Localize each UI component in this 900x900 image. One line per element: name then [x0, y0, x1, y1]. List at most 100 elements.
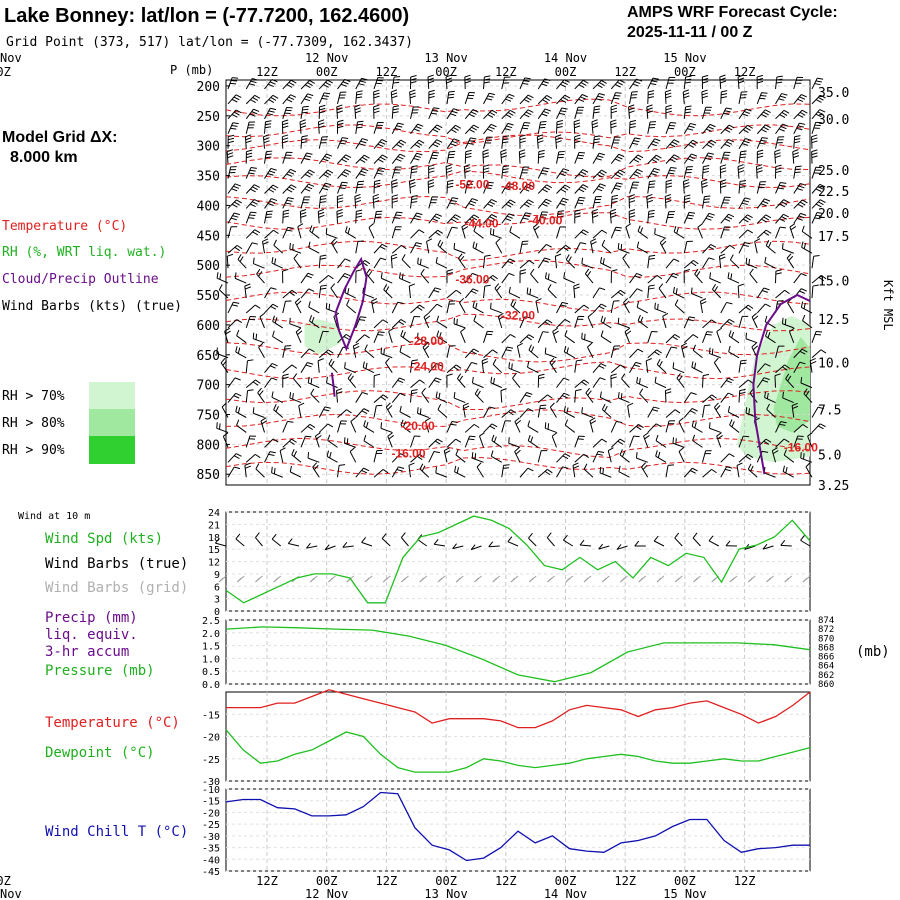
barb-flag: [633, 364, 640, 368]
barb-flag: [271, 362, 278, 367]
hour-label: 00Z: [0, 65, 11, 79]
barb-flag: [706, 155, 713, 158]
barb-flag: [462, 226, 469, 231]
barb-flag: [586, 270, 592, 277]
barb-shaft: [556, 466, 563, 478]
surface-barb: [255, 532, 263, 547]
barb-shaft: [436, 321, 448, 329]
value-tick-label: 1.0: [202, 654, 220, 665]
wind-barb: [545, 272, 557, 284]
wind-barb: [461, 223, 469, 239]
wind-barb: [629, 120, 637, 134]
barb-flag: [610, 211, 617, 215]
wind-barb: [245, 184, 260, 194]
barb-flag: [519, 155, 526, 159]
barb-flag: [737, 164, 744, 168]
barb-shaft: [326, 382, 338, 389]
barb-flag: [761, 113, 767, 118]
wind-barb: [672, 362, 685, 374]
wind-barb: [227, 94, 242, 105]
wind-chill-frame: [225, 788, 811, 872]
barb-flag: [747, 304, 754, 309]
wind-barb: [264, 167, 277, 179]
barb-shaft: [600, 321, 612, 329]
wind-barb: [391, 153, 406, 164]
barb-shaft: [563, 539, 574, 547]
barb-shaft: [720, 318, 730, 329]
wind-barb: [300, 423, 316, 433]
wind-barb: [257, 387, 265, 403]
wind-barb: [647, 274, 663, 284]
surface-barb: [400, 532, 409, 547]
wind-barb: [328, 358, 338, 374]
barb-shaft: [673, 231, 685, 239]
barb-flag: [397, 301, 404, 305]
barb-flag: [610, 373, 617, 377]
wind-barb: [639, 388, 649, 403]
wind-barb: [782, 243, 794, 254]
date-label: 14 Nov: [544, 887, 587, 900]
value-tick-label: 18: [208, 533, 220, 544]
wind-barb: [336, 104, 343, 119]
barb-flag: [628, 107, 635, 111]
barb-flag: [775, 272, 782, 275]
barb-flag: [435, 466, 437, 473]
barb-flag: [616, 544, 622, 550]
wind-barb: [299, 209, 307, 224]
barb-flag: [817, 96, 824, 101]
barb-shaft: [549, 362, 557, 373]
barb-flag: [388, 435, 394, 440]
wind-barb: [683, 211, 696, 224]
barb-shaft: [563, 411, 575, 418]
barb-flag: [231, 80, 238, 82]
barb-flag: [304, 84, 311, 89]
barb-flag: [617, 391, 620, 399]
barb-flag: [702, 77, 709, 81]
barb-shaft: [297, 226, 302, 239]
wind-barb: [537, 149, 545, 164]
barb-shaft: [437, 244, 448, 254]
barb-flag: [578, 173, 585, 178]
barb-flag: [619, 438, 626, 443]
barb-flag: [611, 110, 618, 114]
barb-shaft: [610, 79, 620, 90]
barb-flag: [684, 200, 691, 203]
barb-flag: [409, 283, 416, 287]
barb-flag: [297, 330, 303, 335]
barb-flag: [290, 94, 297, 98]
barb-flag: [362, 361, 365, 368]
barb-shaft: [383, 289, 393, 299]
barb-flag: [779, 226, 786, 229]
barb-flag: [562, 455, 569, 460]
barb-flag: [366, 268, 371, 275]
barb-shaft: [227, 377, 236, 388]
wind-barb: [337, 464, 346, 478]
barb-flag: [312, 462, 318, 468]
wind-barb: [647, 121, 657, 134]
barb-flag: [356, 212, 363, 215]
barb-flag: [803, 302, 806, 309]
wind-barb: [592, 105, 601, 119]
barb-shaft: [419, 468, 430, 478]
barb-flag: [329, 451, 332, 458]
wind-barb: [625, 223, 632, 239]
barb-flag: [778, 98, 785, 101]
barb-flag: [400, 453, 407, 457]
grid-barb: [747, 575, 756, 583]
barb-flag: [547, 469, 553, 474]
barb-flag: [665, 185, 672, 188]
wind-barb: [629, 272, 643, 284]
wind-barb: [252, 407, 265, 418]
barb-flag: [354, 196, 361, 200]
barb-flag: [717, 435, 723, 440]
barb-shaft: [300, 362, 308, 373]
barb-shaft: [655, 455, 667, 463]
wind-barb: [665, 139, 680, 150]
value-tick-label: -30: [202, 777, 220, 788]
barb-flag: [425, 417, 431, 422]
wind-barb: [678, 417, 685, 433]
barb-flag: [654, 228, 656, 235]
barb-shaft: [460, 331, 466, 344]
barb-flag: [508, 362, 511, 369]
barb-shaft: [783, 454, 795, 463]
